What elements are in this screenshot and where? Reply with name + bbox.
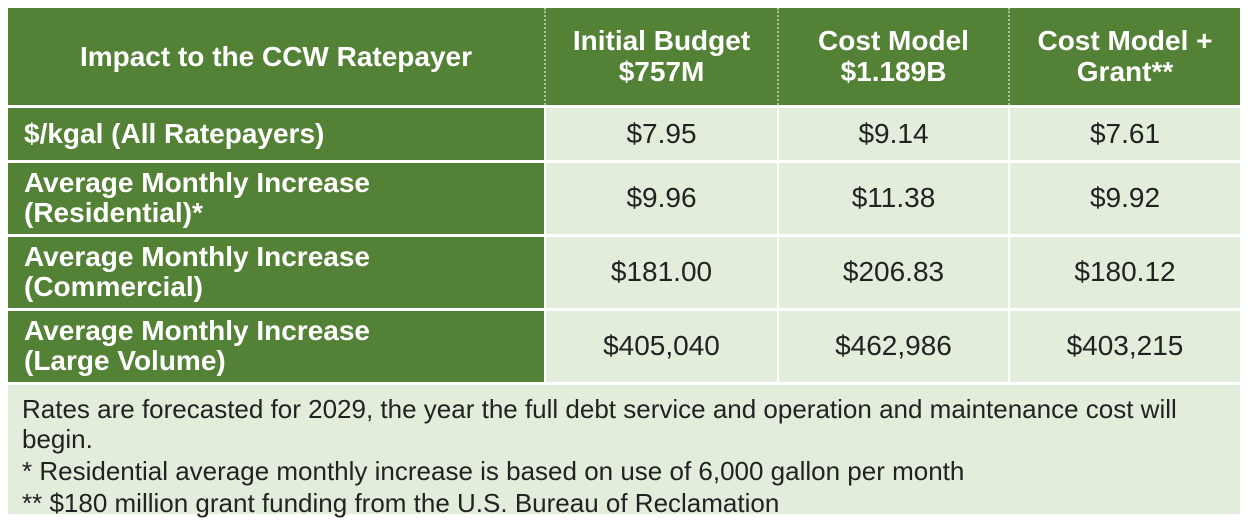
table-cell: $7.61 bbox=[1008, 106, 1240, 163]
table-cell: $462,986 bbox=[777, 309, 1009, 385]
footnote-forecast: Rates are forecasted for 2029, the year … bbox=[22, 394, 1177, 454]
table-header-row: Impact to the CCW Ratepayer Initial Budg… bbox=[8, 8, 1240, 108]
footnote-residential: * Residential average monthly increase i… bbox=[22, 456, 965, 486]
table-row: $/kgal (All Ratepayers) $7.95 $9.14 $7.6… bbox=[8, 106, 1240, 163]
footnotes: Rates are forecasted for 2029, the year … bbox=[8, 388, 1240, 518]
table-cell: $9.92 bbox=[1008, 161, 1240, 237]
table-cell: $403,215 bbox=[1008, 309, 1240, 385]
footnote-grant: ** $180 million grant funding from the U… bbox=[22, 488, 780, 518]
row-label-kgal: $/kgal (All Ratepayers) bbox=[8, 106, 545, 163]
row-label-commercial: Average Monthly Increase (Commercial) bbox=[8, 235, 545, 311]
header-cost-model: Cost Model $1.189B bbox=[778, 8, 1010, 108]
header-cost-model-grant: Cost Model + Grant** bbox=[1009, 8, 1240, 108]
table-row: Average Monthly Increase (Residential)* … bbox=[8, 161, 1240, 237]
ratepayer-impact-panel: Impact to the CCW Ratepayer Initial Budg… bbox=[8, 8, 1240, 518]
table-cell: $180.12 bbox=[1008, 235, 1240, 311]
table-cell: $405,040 bbox=[544, 309, 778, 385]
header-initial-budget: Initial Budget $757M bbox=[545, 8, 779, 108]
ratepayer-impact-table: Impact to the CCW Ratepayer Initial Budg… bbox=[8, 8, 1240, 385]
table-cell: $7.95 bbox=[544, 106, 778, 163]
table-row: Average Monthly Increase (Large Volume) … bbox=[8, 309, 1240, 385]
row-label-large-volume: Average Monthly Increase (Large Volume) bbox=[8, 309, 545, 385]
row-label-residential: Average Monthly Increase (Residential)* bbox=[8, 161, 545, 237]
table-cell: $11.38 bbox=[777, 161, 1009, 237]
table-row: Average Monthly Increase (Commercial) $1… bbox=[8, 235, 1240, 311]
table-cell: $9.96 bbox=[544, 161, 778, 237]
table-cell: $181.00 bbox=[544, 235, 778, 311]
table-cell: $206.83 bbox=[777, 235, 1009, 311]
table-cell: $9.14 bbox=[777, 106, 1009, 163]
header-impact-label: Impact to the CCW Ratepayer bbox=[8, 8, 546, 108]
